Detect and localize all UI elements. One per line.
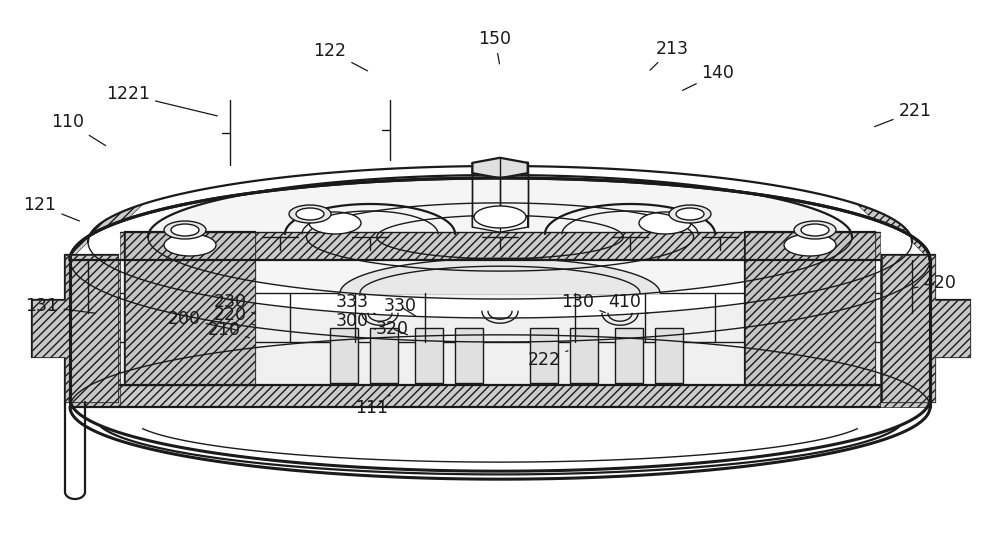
- Ellipse shape: [296, 208, 324, 220]
- Text: 130: 130: [562, 294, 605, 312]
- Text: 410: 410: [609, 294, 648, 314]
- Ellipse shape: [794, 221, 836, 239]
- Polygon shape: [88, 166, 912, 318]
- Polygon shape: [472, 158, 528, 178]
- Bar: [530, 328, 558, 383]
- Bar: [330, 328, 358, 383]
- Text: 220: 220: [214, 306, 255, 325]
- Polygon shape: [70, 204, 143, 260]
- Polygon shape: [120, 385, 880, 407]
- Ellipse shape: [676, 208, 704, 220]
- Ellipse shape: [171, 224, 199, 236]
- Text: 213: 213: [650, 40, 688, 70]
- Polygon shape: [882, 255, 970, 402]
- Text: 330: 330: [384, 297, 416, 316]
- Bar: [455, 328, 483, 383]
- Text: 121: 121: [24, 196, 79, 221]
- Text: 111: 111: [356, 395, 390, 417]
- Bar: [370, 328, 398, 383]
- Polygon shape: [32, 255, 118, 402]
- Bar: [120, 232, 880, 385]
- Text: 131: 131: [26, 297, 95, 315]
- Bar: [615, 328, 643, 383]
- Polygon shape: [70, 178, 930, 342]
- Text: 122: 122: [314, 42, 368, 71]
- Ellipse shape: [289, 205, 331, 223]
- Bar: [570, 328, 598, 383]
- Bar: [125, 232, 255, 385]
- Polygon shape: [857, 204, 930, 260]
- Bar: [655, 328, 683, 383]
- Ellipse shape: [164, 234, 216, 256]
- Polygon shape: [745, 232, 875, 385]
- Ellipse shape: [784, 234, 836, 256]
- Text: 230: 230: [214, 294, 255, 314]
- Text: 221: 221: [875, 102, 932, 127]
- Text: 333: 333: [336, 294, 376, 314]
- Text: 420: 420: [913, 274, 956, 292]
- Polygon shape: [120, 232, 880, 260]
- Polygon shape: [340, 258, 660, 293]
- Bar: [70, 260, 930, 415]
- Bar: [745, 232, 875, 385]
- Ellipse shape: [474, 206, 526, 228]
- Polygon shape: [880, 260, 930, 407]
- Ellipse shape: [309, 212, 361, 234]
- Text: 300: 300: [336, 312, 375, 330]
- Text: 200: 200: [168, 310, 235, 330]
- Text: 222: 222: [528, 351, 568, 369]
- Text: 110: 110: [52, 113, 106, 145]
- Text: 140: 140: [683, 64, 734, 90]
- Ellipse shape: [639, 212, 691, 234]
- Polygon shape: [148, 175, 852, 299]
- Ellipse shape: [164, 221, 206, 239]
- Polygon shape: [32, 255, 118, 402]
- Text: 210: 210: [208, 321, 249, 339]
- Ellipse shape: [801, 224, 829, 236]
- Bar: [415, 328, 443, 383]
- Polygon shape: [125, 232, 255, 385]
- Ellipse shape: [669, 205, 711, 223]
- Polygon shape: [70, 260, 120, 407]
- Text: 150: 150: [479, 30, 512, 64]
- Text: 1221: 1221: [106, 85, 217, 116]
- Polygon shape: [882, 255, 970, 402]
- Text: 320: 320: [376, 320, 409, 337]
